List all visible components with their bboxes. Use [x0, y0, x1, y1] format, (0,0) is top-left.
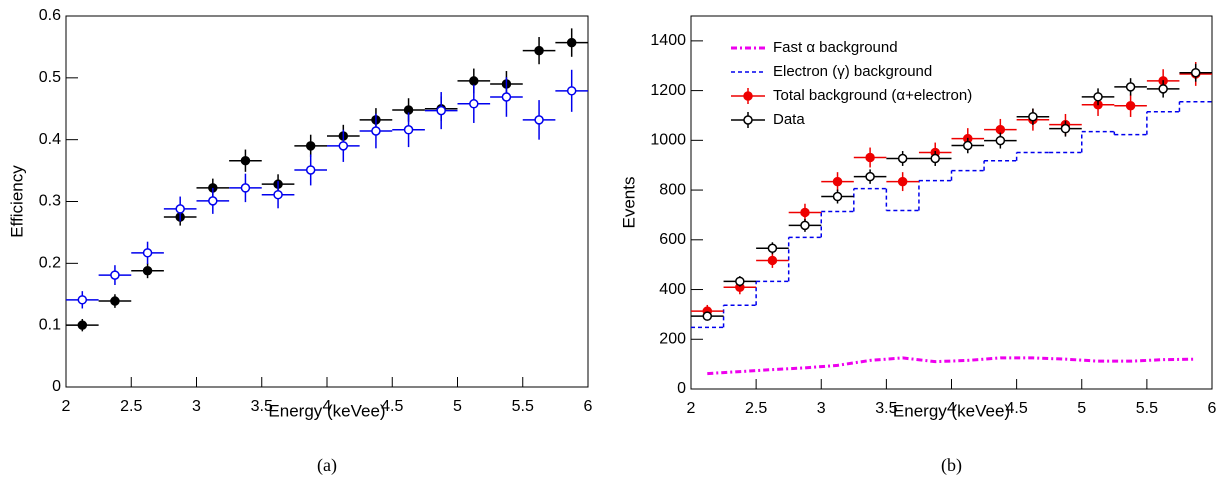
- y-tick-label: 0.1: [39, 316, 61, 333]
- legend-label: Total background (α+electron): [773, 87, 972, 104]
- panel-caption: (a): [317, 455, 337, 476]
- point: [995, 124, 1006, 135]
- y-axis-title: Efficiency: [7, 165, 26, 238]
- point: [142, 266, 153, 276]
- y-tick-label: 0.3: [39, 193, 61, 210]
- point: [963, 140, 973, 151]
- y-tick-label: 1400: [650, 32, 686, 49]
- point: [469, 76, 479, 86]
- x-tick-label: 4: [323, 398, 332, 415]
- x-tick-label: 5: [453, 398, 462, 415]
- y-tick-label: 1200: [650, 82, 686, 99]
- point: [110, 296, 120, 306]
- point: [77, 295, 88, 305]
- x-tick-label: 3.5: [875, 400, 897, 417]
- y-tick-label: 0.4: [39, 131, 61, 148]
- point: [930, 153, 940, 164]
- point: [305, 141, 316, 151]
- x-axis-title: Energy (keVee): [268, 401, 385, 420]
- x-tick-label: 6: [1208, 400, 1217, 417]
- y-tick-label: 0: [677, 380, 686, 397]
- y-axis-title: Events: [619, 177, 638, 229]
- legend-swatch: [743, 91, 753, 101]
- x-tick-label: 2: [62, 398, 71, 415]
- point: [995, 135, 1006, 146]
- point: [1190, 67, 1201, 78]
- point: [865, 171, 875, 182]
- y-tick-label: 1000: [650, 132, 686, 149]
- point: [501, 92, 512, 102]
- point: [832, 176, 843, 187]
- point: [702, 311, 713, 321]
- legend-label: Electron (γ) background: [773, 63, 932, 80]
- point: [735, 276, 745, 287]
- y-tick-label: 400: [659, 281, 686, 298]
- x-tick-label: 6: [584, 398, 593, 415]
- legend-swatch: [743, 115, 753, 125]
- point: [142, 248, 153, 258]
- point: [800, 220, 810, 231]
- x-tick-label: 5.5: [1136, 400, 1158, 417]
- x-tick-label: 3.5: [251, 398, 273, 415]
- y-tick-label: 0.2: [39, 255, 61, 272]
- point: [77, 320, 88, 330]
- point: [1125, 101, 1136, 111]
- x-tick-label: 4: [947, 400, 956, 417]
- x-tick-label: 4.5: [381, 398, 403, 415]
- legend-label: Fast α background: [773, 39, 898, 56]
- point: [240, 155, 251, 166]
- point: [534, 115, 544, 125]
- point: [240, 183, 251, 193]
- y-tick-label: 600: [659, 231, 686, 248]
- x-tick-label: 2.5: [120, 398, 142, 415]
- x-tick-label: 5.5: [512, 398, 534, 415]
- point: [403, 125, 414, 135]
- point: [566, 37, 577, 48]
- y-tick-label: 200: [659, 330, 686, 347]
- x-tick-label: 3: [192, 398, 201, 415]
- point: [1060, 123, 1071, 134]
- point: [273, 189, 283, 200]
- x-tick-label: 2.5: [745, 400, 767, 417]
- point: [436, 105, 446, 116]
- point: [1125, 82, 1136, 92]
- point: [800, 207, 810, 218]
- plot-frame: [65, 15, 589, 388]
- line: [707, 356, 1196, 376]
- point: [110, 270, 120, 280]
- x-tick-label: 2: [687, 400, 696, 417]
- point: [175, 204, 185, 214]
- point: [371, 126, 381, 136]
- point: [767, 243, 778, 254]
- point: [897, 153, 908, 164]
- point: [1028, 111, 1038, 122]
- y-tick-label: 800: [659, 181, 686, 198]
- x-tick-label: 5: [1077, 400, 1086, 417]
- y-tick-label: 0.6: [39, 7, 61, 24]
- point: [469, 99, 479, 109]
- plot-frame: [690, 15, 1213, 390]
- point: [305, 165, 316, 175]
- legend-label: Data: [773, 111, 805, 128]
- panel-caption: (b): [941, 455, 962, 476]
- point: [338, 141, 349, 151]
- point: [832, 191, 843, 202]
- x-tick-label: 4.5: [1006, 400, 1028, 417]
- x-axis-title: Energy (keVee): [893, 401, 1010, 420]
- point: [897, 176, 908, 187]
- point: [865, 152, 875, 163]
- y-tick-label: 0: [52, 378, 61, 395]
- point: [566, 86, 577, 96]
- point: [534, 45, 544, 56]
- x-tick-label: 3: [817, 400, 826, 417]
- point: [208, 196, 218, 206]
- point: [1158, 84, 1168, 94]
- point: [1093, 92, 1103, 102]
- point: [767, 255, 778, 266]
- y-tick-label: 0.5: [39, 69, 61, 86]
